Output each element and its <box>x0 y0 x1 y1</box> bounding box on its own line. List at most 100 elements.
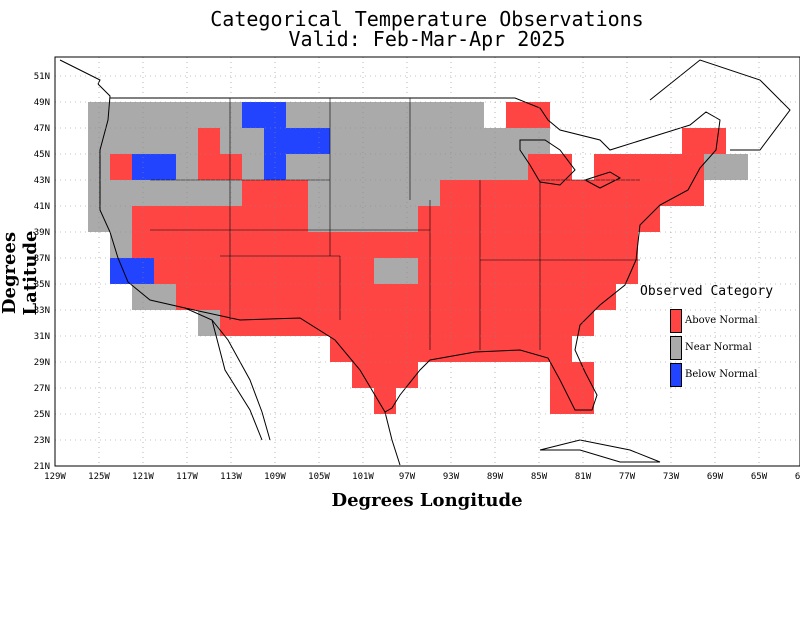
grid-cell <box>374 258 396 284</box>
grid-cell <box>374 336 396 362</box>
grid-cell <box>176 128 198 154</box>
grid-cell <box>286 102 308 128</box>
y-tick-label: 39N <box>34 228 50 238</box>
grid-cell <box>242 284 264 310</box>
grid-cell <box>220 258 242 284</box>
grid-cell <box>220 232 242 258</box>
grid-cell <box>330 102 352 128</box>
grid-cell <box>550 388 572 414</box>
grid-cell <box>462 154 484 180</box>
grid-cell <box>572 232 594 258</box>
grid-cell <box>330 206 352 232</box>
grid-cell <box>198 128 220 154</box>
grid-cell <box>242 154 264 180</box>
grid-cell <box>616 258 638 284</box>
grid-cell <box>418 180 440 206</box>
grid-cell <box>418 128 440 154</box>
grid-cell <box>154 180 176 206</box>
grid-cell <box>176 232 198 258</box>
chart-subtitle: Valid: Feb-Mar-Apr 2025 <box>288 27 566 51</box>
grid-cell <box>264 232 286 258</box>
grid-cell <box>264 206 286 232</box>
grid-cell <box>484 258 506 284</box>
grid-cell <box>594 206 616 232</box>
baja <box>211 319 263 441</box>
grid-cell <box>396 232 418 258</box>
grid-cell <box>242 206 264 232</box>
grid-cell <box>374 102 396 128</box>
grid-cell <box>242 258 264 284</box>
grid-cell <box>220 102 242 128</box>
grid-cell <box>264 102 286 128</box>
grid-cell <box>286 154 308 180</box>
grid-cell <box>110 154 132 180</box>
grid-cell <box>462 180 484 206</box>
grid-cell <box>418 102 440 128</box>
grid-cell <box>396 128 418 154</box>
grid-cell <box>330 232 352 258</box>
grid-cell <box>462 102 484 128</box>
grid-cell <box>418 310 440 336</box>
grid-cell <box>286 206 308 232</box>
grid-cell <box>572 388 594 414</box>
grid-cell <box>264 128 286 154</box>
grid-cell <box>242 232 264 258</box>
grid-cell <box>550 180 572 206</box>
y-tick-label: 31N <box>34 332 50 342</box>
y-tick-label: 37N <box>34 254 50 264</box>
grid-cell <box>154 232 176 258</box>
grid-cell <box>440 128 462 154</box>
grid-cell <box>396 102 418 128</box>
grid-cell <box>132 206 154 232</box>
grid-cell <box>308 232 330 258</box>
grid-cell <box>198 310 220 336</box>
grid-cell <box>462 310 484 336</box>
grid-cell <box>682 128 704 154</box>
x-tick-label: 65W <box>751 472 768 482</box>
x-tick-label: 77W <box>619 472 636 482</box>
x-tick-label: 125W <box>88 472 110 482</box>
grid-cell <box>352 102 374 128</box>
y-axis-ticks: 21N 23N 25N 27N 29N 31N 33N 35N 37N 39N 41N 43N 45N 4… <box>34 72 50 472</box>
y-tick-label: 43N <box>34 176 50 186</box>
grid-cell <box>374 362 396 388</box>
x-axis-label: Degrees Longitude <box>331 490 523 511</box>
grid-cell <box>154 154 176 180</box>
grid-cell <box>132 102 154 128</box>
grid-cell <box>110 232 132 258</box>
y-tick-label: 33N <box>34 306 50 316</box>
chart-title: Categorical Temperature Observations <box>210 7 644 31</box>
grid-cell <box>726 154 748 180</box>
grid-cell <box>484 336 506 362</box>
grid-cell <box>682 154 704 180</box>
grid-cell <box>330 284 352 310</box>
grid-cell <box>638 154 660 180</box>
grid-cell <box>418 284 440 310</box>
y-tick-label: 25N <box>34 410 50 420</box>
grid-cell <box>352 206 374 232</box>
grid-cell <box>594 232 616 258</box>
grid-cell <box>528 102 550 128</box>
grid-cell <box>550 154 572 180</box>
y-tick-label: 49N <box>34 98 50 108</box>
grid-cell <box>462 128 484 154</box>
grid-cell <box>286 284 308 310</box>
grid-cell <box>418 336 440 362</box>
grid-cell <box>594 154 616 180</box>
y-tick-label: 21N <box>34 462 50 472</box>
grid-cell <box>616 206 638 232</box>
grid-cell <box>440 102 462 128</box>
grid-cell <box>198 232 220 258</box>
y-tick-label: 41N <box>34 202 50 212</box>
x-tick-label: 93W <box>443 472 460 482</box>
x-tick-label: 61W <box>795 472 800 482</box>
grid-cell <box>594 258 616 284</box>
grid-cell <box>330 154 352 180</box>
grid-cell <box>88 128 110 154</box>
grid-cell <box>484 206 506 232</box>
grid-cell <box>176 258 198 284</box>
grid-cell <box>110 180 132 206</box>
grid-cell <box>330 310 352 336</box>
grid-cell <box>242 310 264 336</box>
grid-cell <box>330 336 352 362</box>
